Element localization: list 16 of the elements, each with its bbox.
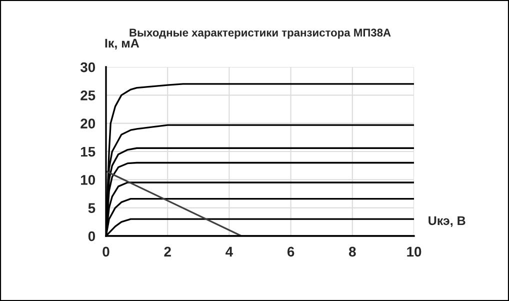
y-tick-label: 10 <box>81 175 96 185</box>
x-tick-label: 6 <box>287 246 294 257</box>
x-axis-title: Uкэ, В <box>428 216 466 227</box>
y-tick-label: 15 <box>81 146 96 157</box>
x-tick-label: 2 <box>164 246 171 256</box>
y-tick-label: 5 <box>88 203 96 214</box>
y-tick-label: 20 <box>80 118 96 129</box>
x-tick-label: 4 <box>226 246 233 256</box>
y-tick-label: 25 <box>80 90 96 100</box>
x-tick-label: 8 <box>348 246 356 257</box>
chart-title: Выходные характеристики транзистора МП38А <box>130 28 391 39</box>
y-tick-label: 0 <box>88 231 96 242</box>
x-tick-label: 0 <box>102 246 110 257</box>
y-tick-label: 30 <box>80 62 96 72</box>
y-axis-title: Iк, мА <box>105 38 140 50</box>
x-tick-label: 10 <box>407 246 422 257</box>
